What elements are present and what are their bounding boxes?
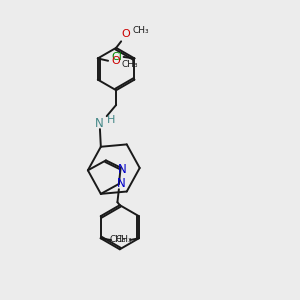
Text: CH₃: CH₃ [110, 235, 126, 244]
Text: N: N [95, 117, 103, 130]
Text: O: O [121, 29, 130, 39]
Text: CH₃: CH₃ [133, 26, 149, 35]
Text: H: H [107, 115, 116, 125]
Text: N: N [117, 177, 125, 190]
Text: CH₃: CH₃ [115, 235, 132, 244]
Text: O: O [111, 56, 120, 66]
Text: N: N [118, 163, 127, 176]
Text: CH₃: CH₃ [122, 60, 139, 69]
Text: Cl: Cl [111, 52, 122, 62]
